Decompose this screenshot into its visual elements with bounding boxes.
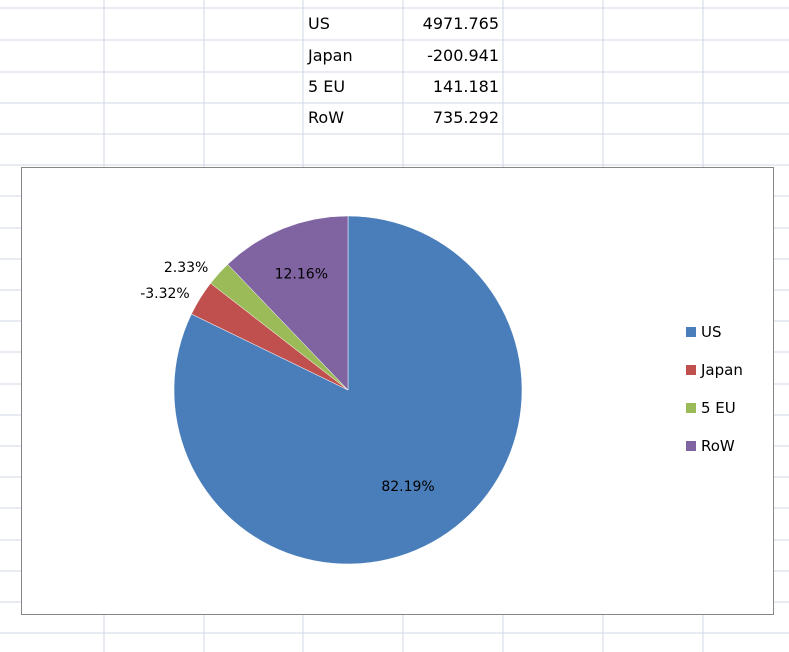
cell-value-5eu[interactable]: 141.181 [432, 77, 499, 96]
cell-label-us[interactable]: US [308, 14, 330, 33]
pie-slice-row[interactable] [227, 215, 349, 391]
cell-value-us[interactable]: 4971.765 [422, 14, 499, 33]
legend-label-us: US [701, 323, 722, 341]
cell-value-japan[interactable]: -200.941 [427, 46, 499, 65]
legend-label-5eu: 5 EU [701, 399, 736, 417]
legend-swatch-row [686, 441, 696, 451]
data-label-5eu: 2.33% [164, 260, 208, 276]
cell-label-5eu[interactable]: 5 EU [308, 77, 346, 96]
pie-chart-area[interactable]: 82.19% 12.16% -3.32% 2.33% US Japan 5 EU Ro… [21, 167, 774, 615]
legend-item-japan: Japan [686, 361, 743, 379]
data-label-us: 82.19% [381, 479, 434, 495]
cell-label-japan[interactable]: Japan [308, 46, 353, 65]
legend-label-row: RoW [701, 437, 735, 455]
pie-chart: 82.19% 12.16% -3.32% 2.33% [140, 215, 523, 565]
legend-swatch-5eu [686, 403, 696, 413]
data-label-row: 12.16% [275, 267, 328, 283]
legend-item-row: RoW [686, 437, 735, 455]
legend-item-5eu: 5 EU [686, 399, 736, 417]
cell-label-row[interactable]: RoW [308, 108, 345, 127]
legend-label-japan: Japan [701, 361, 743, 379]
legend-swatch-japan [686, 365, 696, 375]
legend-item-us: US [686, 323, 722, 341]
data-label-japan: -3.32% [140, 286, 190, 302]
cell-value-row[interactable]: 735.292 [432, 108, 499, 127]
legend-swatch-us [686, 327, 696, 337]
